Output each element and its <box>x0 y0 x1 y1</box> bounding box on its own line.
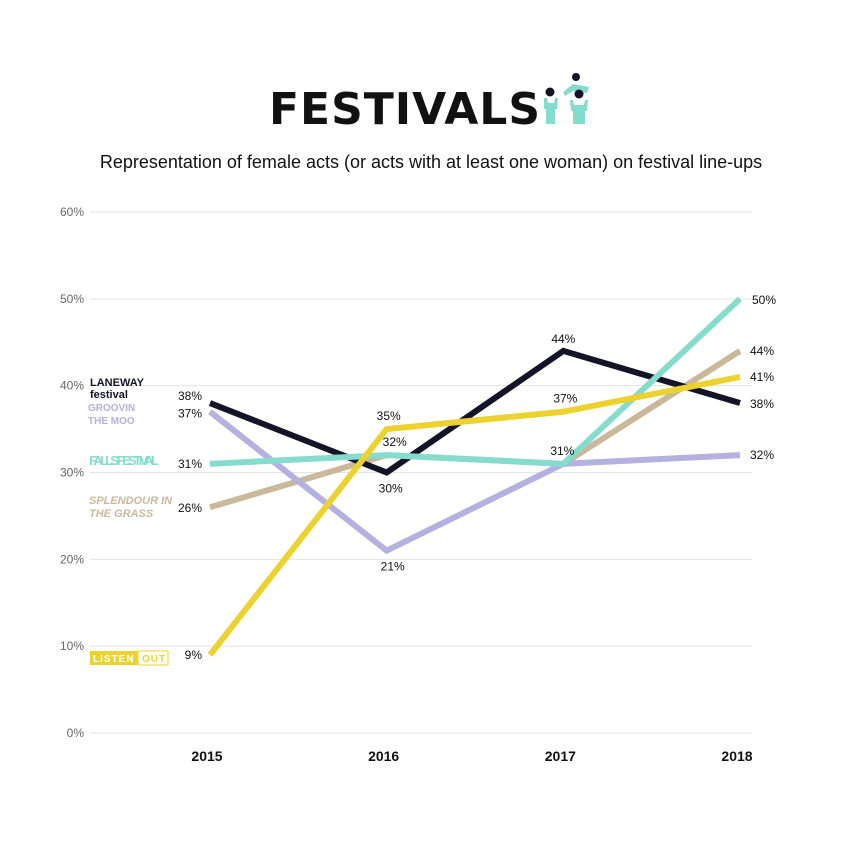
x-axis-ticks: 2015 2016 2017 2018 <box>191 748 752 764</box>
data-label-falls-festival: 31% <box>178 457 202 471</box>
series-label-splendour-in-the-grass: SPLENDOUR IN <box>89 495 173 507</box>
series-label-laneway-festival: LANEWAY <box>90 377 145 389</box>
data-label-listen-out: 9% <box>185 648 203 662</box>
data-label-listen-out: 35% <box>377 409 401 423</box>
data-label-laneway-festival: 38% <box>178 389 202 403</box>
chart-subtitle: Representation of female acts (or acts w… <box>99 152 763 172</box>
y-tick-label: 30% <box>60 466 84 480</box>
page-title: FESTIVALS <box>0 73 862 135</box>
y-tick-label: 10% <box>60 639 84 653</box>
x-tick-label: 2017 <box>545 748 576 764</box>
x-tick-label: 2016 <box>368 748 399 764</box>
data-label-falls-festival: 50% <box>752 293 776 307</box>
series-label-groovin-the-moo: GROOVIN <box>88 403 135 414</box>
y-tick-label: 60% <box>60 205 84 219</box>
y-tick-label: 40% <box>60 379 84 393</box>
series-label-splendour-in-the-grass: THE GRASS <box>89 508 154 520</box>
y-tick-label: 20% <box>60 552 84 566</box>
y-axis-ticks: 0% 10% 20% 30% 40% 50% 60% <box>60 205 84 740</box>
data-label-listen-out: 41% <box>750 370 774 384</box>
series-label-falls-festival: FALLS FESTIVAL <box>89 453 159 468</box>
listen-out-logo-box <box>90 651 138 665</box>
data-label-listen-out: 37% <box>553 392 577 406</box>
x-tick-label: 2018 <box>721 748 752 764</box>
crowd-surfing-icon <box>544 73 590 124</box>
series-lines <box>207 296 743 657</box>
data-label-splendour-in-the-grass: 26% <box>178 501 202 515</box>
listen-out-logo-box-outline <box>137 650 169 666</box>
y-tick-label: 0% <box>67 726 85 740</box>
series-label-listen-out: OUT <box>142 654 166 665</box>
data-label-falls-festival: 31% <box>550 444 574 458</box>
data-label-groovin-the-moo: 21% <box>381 560 405 574</box>
data-label-splendour-in-the-grass: 32% <box>383 435 407 449</box>
data-labels: 26% 32% 44% 37% 21% 32% 38% 30% 44% 38% 31% 31% 50% 9… <box>178 293 776 662</box>
data-label-groovin-the-moo: 37% <box>178 407 202 421</box>
data-label-laneway-festival: 30% <box>379 482 403 496</box>
data-label-splendour-in-the-grass: 44% <box>750 344 774 358</box>
line-groovin-the-moo <box>208 409 741 555</box>
line-listen-out <box>207 374 741 657</box>
gridlines <box>90 211 752 734</box>
x-tick-label: 2015 <box>191 748 222 764</box>
line-laneway-festival <box>208 347 741 476</box>
series-label-listen-out: LISTEN <box>93 654 135 665</box>
y-tick-label: 50% <box>60 292 84 306</box>
line-falls-festival <box>209 296 743 467</box>
series-label-laneway-festival: festival <box>90 389 128 401</box>
data-label-groovin-the-moo: 32% <box>750 448 774 462</box>
data-label-laneway-festival: 44% <box>551 332 575 346</box>
data-label-laneway-festival: 38% <box>750 397 774 411</box>
title-text: FESTIVALS <box>268 84 542 135</box>
series-label-groovin-the-moo: THE MOO <box>88 416 135 427</box>
